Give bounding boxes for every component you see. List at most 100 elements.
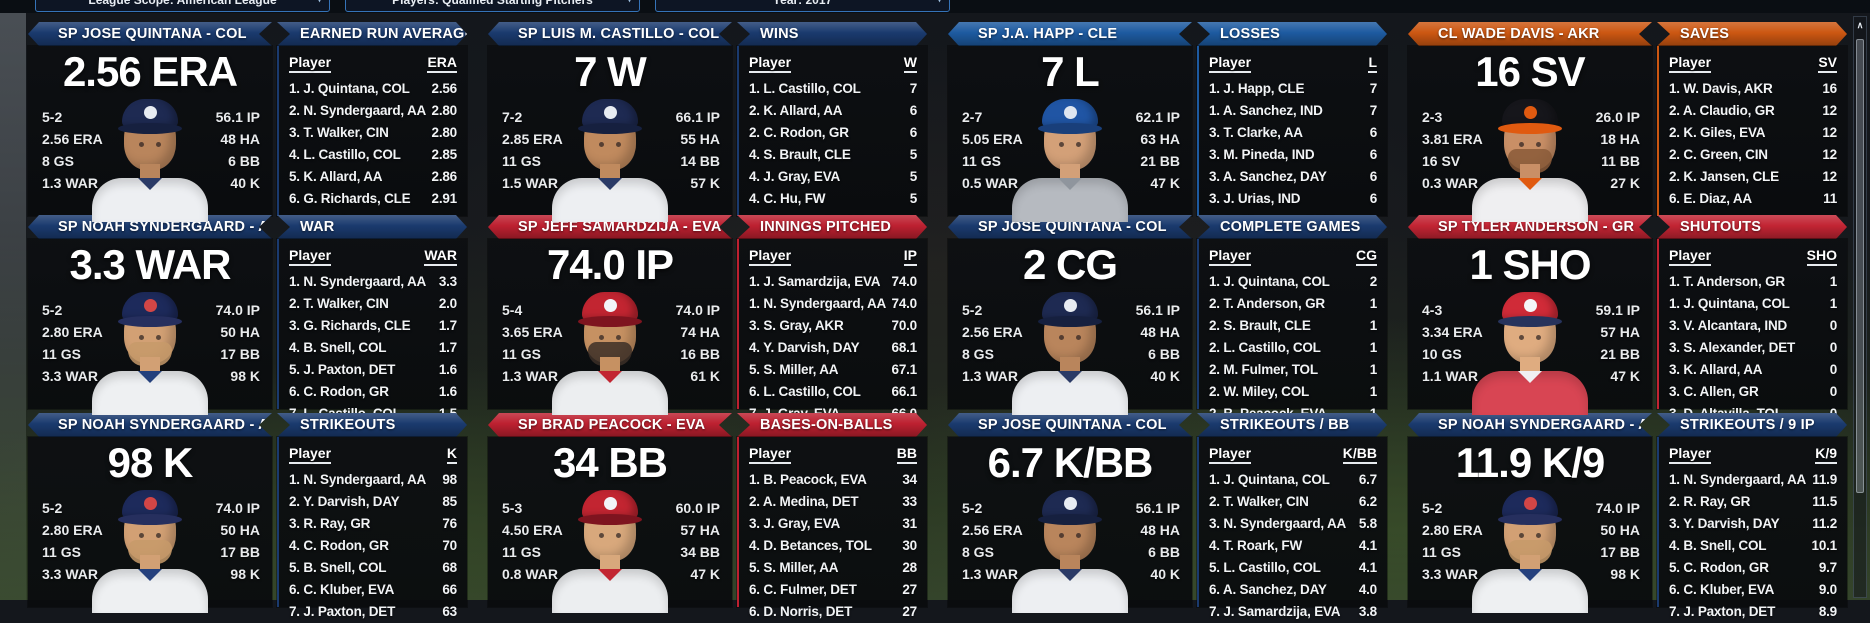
player-card-header[interactable]: SP NOAH SYNDERGAARD - AA — [28, 413, 272, 437]
leaderboard-row[interactable]: 7. J. Samardzija, EVA 3.8 — [1209, 601, 1377, 623]
leaderboard-player[interactable]: 3. T. Walker, CIN — [289, 125, 389, 140]
leaderboard-row[interactable]: 3. N. Syndergaard, AA 5.8 — [1209, 513, 1377, 535]
leaderboard-row[interactable]: 5. J. Paxton, DET 1.6 — [289, 359, 457, 381]
leaderboard-row[interactable]: 2. Y. Darvish, DAY 85 — [289, 491, 457, 513]
leaderboard-player[interactable]: 1. J. Quintana, COL — [289, 81, 410, 96]
leaderboard-player[interactable]: 1. L. Castillo, COL — [749, 81, 861, 96]
leaderboard-player[interactable]: 2. M. Fulmer, TOL — [1209, 362, 1318, 377]
leaderboard-row[interactable]: 2. A. Medina, DET 33 — [749, 491, 917, 513]
leaderboard-row[interactable]: 2. T. Walker, CIN 6.2 — [1209, 491, 1377, 513]
player-card[interactable]: SP BRAD PEACOCK - EVA 34 BB 5-3 4.50 ERA… — [488, 413, 732, 613]
leaderboard-player[interactable]: 5. B. Snell, COL — [289, 560, 387, 575]
leaderboard-row[interactable]: 4. B. Snell, COL 10.1 — [1669, 535, 1837, 557]
leaderboard-player[interactable]: 3. R. Ray, GR — [289, 516, 371, 531]
leaderboard-player[interactable]: 4. B. Snell, COL — [1669, 538, 1767, 553]
leaderboard-row[interactable]: 2. M. Fulmer, TOL 1 — [1209, 359, 1377, 381]
leaderboard-row[interactable]: 3. G. Richards, CLE 1.7 — [289, 315, 457, 337]
leaderboard-player[interactable]: 2. N. Syndergaard, AA — [289, 103, 427, 118]
leaderboard-row[interactable]: 6. E. Diaz, AA 11 — [1669, 188, 1837, 210]
leaderboard-player[interactable]: 1. T. Anderson, GR — [1669, 274, 1785, 289]
leaderboard-player[interactable]: 6. L. Castillo, COL — [749, 384, 861, 399]
leaderboard-player[interactable]: 2. A. Claudio, GR — [1669, 103, 1775, 118]
leaderboard-player[interactable]: 2. W. Miley, COL — [1209, 384, 1310, 399]
leaderboard-player[interactable]: 4. L. Castillo, COL — [289, 147, 401, 162]
player-card[interactable]: SP LUIS M. CASTILLO - COL 7 W 7-2 2.85 E… — [488, 22, 732, 222]
leaderboard-row[interactable]: 4. S. Brault, CLE 5 — [749, 144, 917, 166]
leaderboard-row[interactable]: 2. A. Claudio, GR 12 — [1669, 100, 1837, 122]
leaderboard-player[interactable]: 2. T. Anderson, GR — [1209, 296, 1325, 311]
leaderboard-row[interactable]: 3. S. Alexander, DET 0 — [1669, 337, 1837, 359]
leaderboard-player[interactable]: 7. J. Paxton, DET — [1669, 604, 1776, 619]
leaderboard-row[interactable]: 2. R. Ray, GR 11.5 — [1669, 491, 1837, 513]
leaderboard-player[interactable]: 6. C. Fulmer, DET — [749, 582, 857, 597]
leaderboard-player[interactable]: 6. E. Diaz, AA — [1669, 191, 1752, 206]
player-card-header[interactable]: SP J.A. HAPP - CLE — [948, 22, 1192, 46]
player-card[interactable]: CL WADE DAVIS - AKR 16 SV 2-3 3.81 ERA 1… — [1408, 22, 1652, 222]
leaderboard-player[interactable]: 4. Y. Darvish, DAY — [749, 340, 860, 355]
player-card-header[interactable]: CL WADE DAVIS - AKR — [1408, 22, 1652, 46]
leaderboard-row[interactable]: 3. R. Ray, GR 76 — [289, 513, 457, 535]
leaderboard-row[interactable]: 6. G. Richards, CLE 2.91 — [289, 188, 457, 210]
player-card-header[interactable]: SP JOSE QUINTANA - COL — [28, 22, 272, 46]
leaderboard-row[interactable]: 6. L. Castillo, COL 66.1 — [749, 381, 917, 403]
leaderboard-row[interactable]: 7. J. Paxton, DET 8.9 — [1669, 601, 1837, 623]
leaderboard-player[interactable]: 6. C. Rodon, GR — [289, 384, 389, 399]
leaderboard-player[interactable]: 3. A. Sanchez, DAY — [1209, 169, 1327, 184]
players-filter-dropdown[interactable]: Players: Qualified Starting Pitchers ▾ — [345, 0, 640, 12]
leaderboard-row[interactable]: 5. S. Miller, AA 28 — [749, 557, 917, 579]
leaderboard-row[interactable]: 6. C. Kluber, EVA 66 — [289, 579, 457, 601]
leaderboard-row[interactable]: 4. B. Snell, COL 1.7 — [289, 337, 457, 359]
leaderboard-player[interactable]: 6. D. Norris, DET — [749, 604, 853, 619]
leaderboard-row[interactable]: 4. C. Hu, FW 5 — [749, 188, 917, 210]
leaderboard-row[interactable]: 2. W. Miley, COL 1 — [1209, 381, 1377, 403]
leaderboard-player[interactable]: 6. C. Kluber, EVA — [289, 582, 395, 597]
leaderboard-row[interactable]: 1. N. Syndergaard, AA 3.3 — [289, 271, 457, 293]
leaderboard-player[interactable]: 2. C. Rodon, GR — [749, 125, 849, 140]
leaderboard-player[interactable]: 1. A. Sanchez, IND — [1209, 103, 1323, 118]
leaderboard-row[interactable]: 1. B. Peacock, EVA 34 — [749, 469, 917, 491]
leaderboard-player[interactable]: 3. S. Gray, AKR — [749, 318, 844, 333]
player-card[interactable]: SP NOAH SYNDERGAARD - AA 3.3 WAR 5-2 2.8… — [28, 215, 272, 415]
leaderboard-player[interactable]: 5. J. Paxton, DET — [289, 362, 396, 377]
leaderboard-player[interactable]: 3. V. Alcantara, IND — [1669, 318, 1788, 333]
leaderboard-player[interactable]: 4. D. Betances, TOL — [749, 538, 872, 553]
leaderboard-row[interactable]: 1. L. Castillo, COL 7 — [749, 78, 917, 100]
leaderboard-row[interactable]: 3. S. Gray, AKR 70.0 — [749, 315, 917, 337]
leaderboard-row[interactable]: 5. S. Miller, AA 67.1 — [749, 359, 917, 381]
player-card[interactable]: SP J.A. HAPP - CLE 7 L 2-7 5.05 ERA 11 G… — [948, 22, 1192, 222]
leaderboard-row[interactable]: 1. T. Anderson, GR 1 — [1669, 271, 1837, 293]
leaderboard-row[interactable]: 6. D. Norris, DET 27 — [749, 601, 917, 623]
leaderboard-row[interactable]: 1. J. Happ, CLE 7 — [1209, 78, 1377, 100]
leaderboard-player[interactable]: 1. J. Samardzija, EVA — [749, 274, 881, 289]
leaderboard-player[interactable]: 1. J. Quintana, COL — [1209, 472, 1330, 487]
player-card[interactable]: SP TYLER ANDERSON - GR 1 SHO 4-3 3.34 ER… — [1408, 215, 1652, 415]
leaderboard-player[interactable]: 1. J. Quintana, COL — [1669, 296, 1790, 311]
leaderboard-row[interactable]: 4. Y. Darvish, DAY 68.1 — [749, 337, 917, 359]
leaderboard-row[interactable]: 1. J. Quintana, COL 2.56 — [289, 78, 457, 100]
leaderboard-row[interactable]: 3. M. Pineda, IND 6 — [1209, 144, 1377, 166]
player-card[interactable]: SP NOAH SYNDERGAARD - AA 11.9 K/9 5-2 2.… — [1408, 413, 1652, 613]
leaderboard-player[interactable]: 3. J. Gray, EVA — [749, 516, 841, 531]
leaderboard-row[interactable]: 2. T. Walker, CIN 2.0 — [289, 293, 457, 315]
leaderboard-row[interactable]: 1. J. Quintana, COL 1 — [1669, 293, 1837, 315]
leaderboard-player[interactable]: 5. S. Miller, AA — [749, 560, 839, 575]
leaderboard-player[interactable]: 1. N. Syndergaard, AA — [289, 472, 427, 487]
leaderboard-player[interactable]: 1. J. Quintana, COL — [1209, 274, 1330, 289]
year-dropdown[interactable]: Year: 2017 ▾ — [655, 0, 950, 12]
leaderboard-row[interactable]: 6. C. Rodon, GR 1.6 — [289, 381, 457, 403]
vertical-scrollbar[interactable]: ∧ — [1853, 16, 1867, 598]
leaderboard-player[interactable]: 2. S. Brault, CLE — [1209, 318, 1311, 333]
leaderboard-row[interactable]: 3. A. Sanchez, DAY 6 — [1209, 166, 1377, 188]
leaderboard-player[interactable]: 6. C. Kluber, EVA — [1669, 582, 1775, 597]
leaderboard-row[interactable]: 3. K. Allard, AA 0 — [1669, 359, 1837, 381]
player-card[interactable]: SP JOSE QUINTANA - COL 2.56 ERA 5-2 2.56… — [28, 22, 272, 222]
leaderboard-player[interactable]: 1. J. Happ, CLE — [1209, 81, 1305, 96]
scroll-up-icon[interactable]: ∧ — [1856, 20, 1864, 30]
leaderboard-row[interactable]: 1. N. Syndergaard, AA 11.9 — [1669, 469, 1837, 491]
leaderboard-player[interactable]: 1. N. Syndergaard, AA — [749, 296, 887, 311]
leaderboard-row[interactable]: 4. J. Gray, EVA 5 — [749, 166, 917, 188]
player-card-header[interactable]: SP NOAH SYNDERGAARD - AA — [1408, 413, 1652, 437]
leaderboard-row[interactable]: 4. C. Rodon, GR 70 — [289, 535, 457, 557]
leaderboard-player[interactable]: 3. M. Pineda, IND — [1209, 147, 1315, 162]
leaderboard-row[interactable]: 5. L. Castillo, COL 4.1 — [1209, 557, 1377, 579]
